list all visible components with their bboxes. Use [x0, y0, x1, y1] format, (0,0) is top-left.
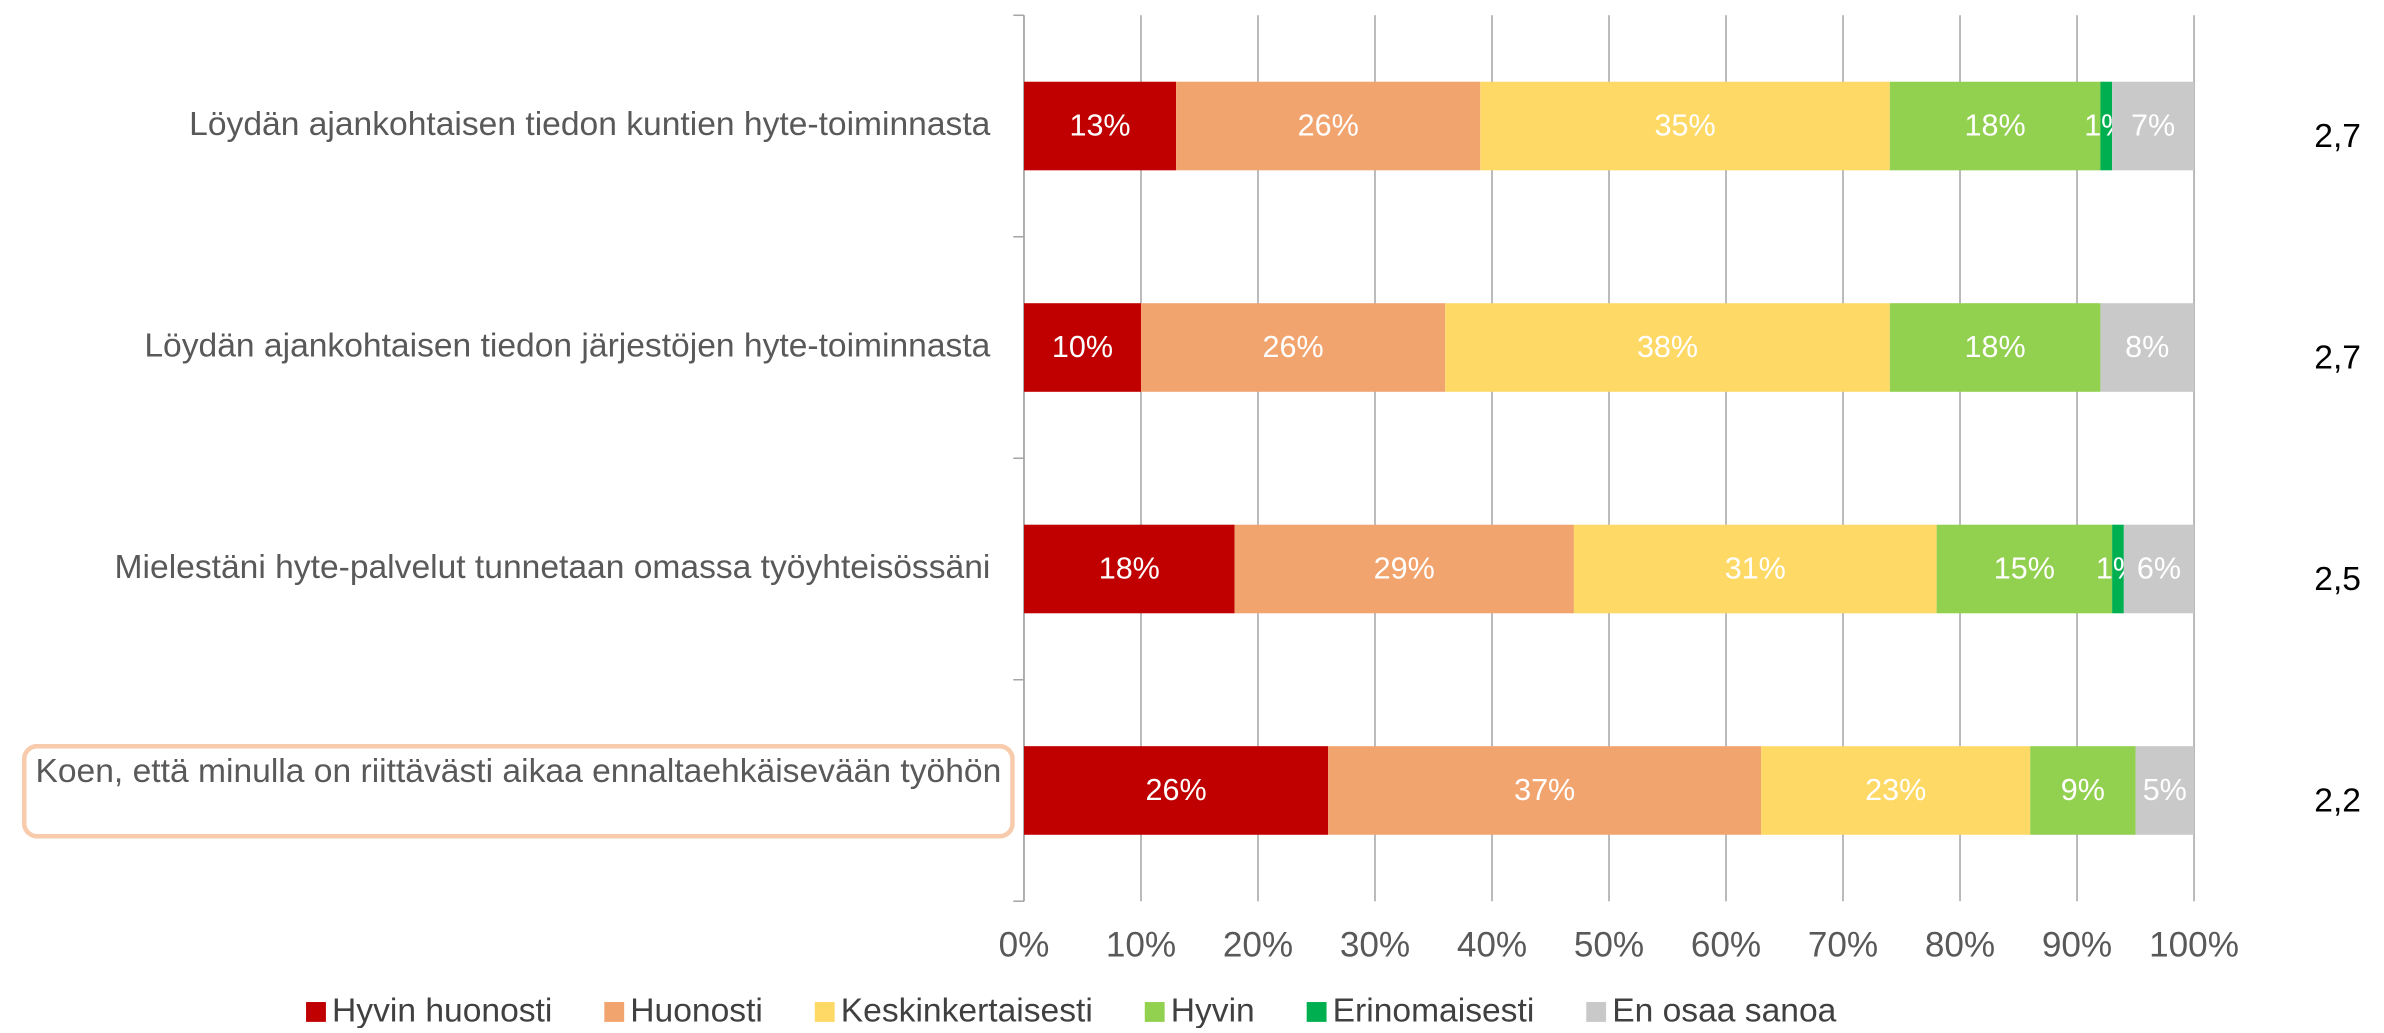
value-label: 23%	[1865, 773, 1926, 807]
bar-segment	[1889, 303, 2101, 392]
value-label: 7%	[2131, 109, 2175, 143]
bar-segment	[1573, 524, 1937, 614]
bar-segment	[1140, 303, 1446, 392]
x-tick-label: 70%	[1808, 925, 1878, 964]
x-tick-label: 20%	[1223, 925, 1293, 964]
bar-segment	[1480, 81, 1890, 171]
legend-label: Hyvin	[1171, 993, 1255, 1028]
average-label: 2,7	[2314, 118, 2361, 155]
legend-swatch	[604, 1002, 625, 1022]
legend-label: Keskinkertaisesti	[841, 993, 1093, 1028]
bar-segment	[1234, 524, 1574, 614]
value-label: 18%	[1099, 552, 1160, 586]
value-label: 5%	[2143, 773, 2187, 807]
legend-swatch	[1586, 1002, 1607, 1022]
bar-segment	[1889, 81, 2101, 171]
bar-segment	[2100, 303, 2195, 392]
value-label: 18%	[1965, 330, 2026, 364]
bar-segment	[2135, 746, 2195, 835]
x-tick-label: 100%	[2149, 925, 2239, 964]
bar-segment	[1445, 303, 1890, 392]
value-label: 31%	[1725, 552, 1786, 586]
value-label: 6%	[2137, 552, 2181, 586]
value-label: 10%	[1052, 330, 1113, 364]
legend-label: Huonosti	[630, 993, 763, 1028]
category-label: Mielestäni hyte-palvelut tunnetaan omass…	[115, 549, 991, 586]
value-label: 26%	[1263, 330, 1324, 364]
x-tick-label: 30%	[1340, 925, 1410, 964]
bar-segment	[1023, 81, 1177, 171]
value-label: 26%	[1298, 109, 1359, 143]
x-tick-label: 90%	[2042, 925, 2112, 964]
bar-segment	[1023, 746, 1329, 835]
x-tick-label: 60%	[1691, 925, 1761, 964]
value-label: 9%	[2061, 773, 2105, 807]
legend-label: Erinomaisesti	[1333, 993, 1535, 1028]
bar-segment	[2100, 81, 2113, 171]
legend-swatch	[814, 1002, 835, 1022]
category-label-box: Koen, että minulla on riittävästi aikaa …	[21, 743, 1015, 838]
value-label: 26%	[1146, 773, 1207, 807]
x-tick-label: 10%	[1106, 925, 1176, 964]
value-label: 29%	[1374, 552, 1435, 586]
x-tick-label: 0%	[999, 925, 1050, 964]
bar-segment	[1328, 746, 1762, 835]
average-label: 2,5	[2314, 561, 2361, 598]
value-label: 35%	[1655, 109, 1716, 143]
legend-label: En osaa sanoa	[1612, 993, 1836, 1028]
bar-segment	[1761, 746, 2031, 835]
value-label: 8%	[2125, 330, 2169, 364]
category-label: Löydän ajankohtaisen tiedon järjestöjen …	[144, 327, 990, 364]
bar-segment	[2030, 746, 2136, 835]
bar-segment	[2112, 524, 2124, 614]
bar-segment	[2112, 81, 2195, 171]
legend-swatch	[1306, 1002, 1327, 1022]
x-tick-label: 80%	[1925, 925, 1995, 964]
x-tick-label: 50%	[1574, 925, 1644, 964]
bar-segment	[1176, 81, 1481, 171]
x-tick-label: 40%	[1457, 925, 1527, 964]
category-label: Löydän ajankohtaisen tiedon kuntien hyte…	[189, 106, 991, 143]
value-label: 18%	[1965, 109, 2026, 143]
bar-segment	[1023, 524, 1235, 614]
average-label: 2,2	[2314, 783, 2361, 820]
category-label: Koen, että minulla on riittävästi aikaa …	[21, 743, 1015, 838]
legend-swatch	[306, 1002, 326, 1022]
bar-segment	[2123, 524, 2195, 614]
value-label: 13%	[1069, 109, 1130, 143]
average-label: 2,7	[2314, 340, 2361, 377]
value-label: 38%	[1637, 330, 1698, 364]
value-label: 37%	[1514, 773, 1575, 807]
legend-label: Hyvin huonosti	[332, 993, 552, 1028]
value-label: 15%	[1994, 552, 2055, 586]
bar-segment	[1023, 303, 1141, 392]
bar-segment	[1936, 524, 2113, 614]
legend-swatch	[1144, 1002, 1165, 1022]
